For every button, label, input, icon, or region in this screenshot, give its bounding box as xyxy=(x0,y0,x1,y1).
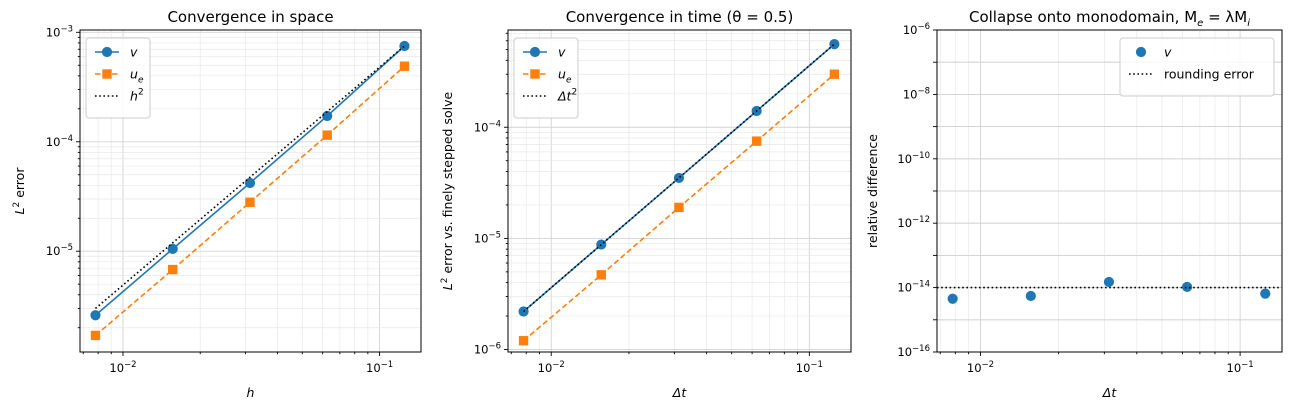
y-tick-label: 10−5 xyxy=(474,230,501,245)
data-point xyxy=(829,69,840,79)
chart-1: 10−2 10−1 10−5 10−4 10−3 Convergence in space… xyxy=(12,8,422,400)
axes-frame xyxy=(79,29,422,353)
y-tick-label: 10−4 xyxy=(474,119,501,134)
data-point xyxy=(90,330,101,341)
legend-label: v xyxy=(130,45,138,60)
series-group xyxy=(937,276,1282,304)
y-tick-label: 10−16 xyxy=(897,344,930,359)
y-axis-label: L2 error vs. finely stepped solve xyxy=(440,91,455,290)
data-point xyxy=(399,61,410,71)
data-point xyxy=(829,39,840,50)
chart-title: Convergence in space xyxy=(167,8,333,26)
chart-2: 10−2 10−1 10−6 10−5 10−4 Convergence in time … xyxy=(440,8,852,400)
data-point xyxy=(1260,288,1271,299)
series-line xyxy=(523,43,835,313)
legend-entry: v xyxy=(523,45,566,60)
legend-box xyxy=(85,37,151,119)
legend-label: rounding error xyxy=(1164,67,1255,82)
legend-marker xyxy=(102,69,112,79)
data-point xyxy=(1103,276,1115,288)
series-group xyxy=(90,40,410,341)
series-line xyxy=(94,45,405,310)
data-point xyxy=(674,202,684,213)
legend-entry: Δt2 xyxy=(523,88,577,104)
legend-entry: ue xyxy=(95,67,144,86)
legend-box xyxy=(513,37,579,119)
y-tick-label: 10−6 xyxy=(474,342,501,357)
series-line xyxy=(94,65,405,337)
series-1 xyxy=(90,40,410,321)
data-point xyxy=(673,172,685,184)
x-tick-label: 10−2 xyxy=(967,360,994,375)
y-tick-label: 10−4 xyxy=(46,134,73,149)
legend-marker xyxy=(101,46,113,58)
y-axis-label: L2 error xyxy=(12,167,27,215)
legend-label: ue xyxy=(130,67,144,86)
data-point xyxy=(90,310,101,321)
legend-marker xyxy=(529,46,541,58)
legend-label: ue xyxy=(558,67,572,86)
ticks xyxy=(504,32,810,356)
x-tick-label: 10−1 xyxy=(796,360,823,375)
legend: v ue h2 xyxy=(85,37,151,119)
x-tick-label: 10−1 xyxy=(1227,360,1254,375)
legend-label: v xyxy=(558,45,566,60)
grid xyxy=(508,30,851,352)
y-tick-label: 10−5 xyxy=(46,243,73,258)
data-point xyxy=(751,136,762,146)
legend-entry: h2 xyxy=(95,88,144,104)
x-axis-label: Δt xyxy=(672,385,688,400)
legend-entry: ue xyxy=(523,67,572,86)
legend-marker xyxy=(530,69,540,79)
data-point xyxy=(167,243,178,254)
x-tick-label: 10−2 xyxy=(109,360,136,375)
data-point xyxy=(947,293,958,304)
legend-label: Δt2 xyxy=(557,88,577,104)
legend-entry: v xyxy=(1135,45,1172,60)
y-axis-label: relative difference xyxy=(865,134,880,248)
ticks xyxy=(76,31,381,356)
legend-label: v xyxy=(1164,45,1172,60)
series-1 xyxy=(947,276,1271,304)
data-point xyxy=(244,177,256,189)
legend-box xyxy=(1119,37,1275,97)
y-tick-label: 10−10 xyxy=(897,151,930,166)
data-point xyxy=(322,110,333,122)
data-point xyxy=(245,197,255,207)
legend-label: h2 xyxy=(130,88,144,104)
axes-frame xyxy=(507,29,852,353)
y-tick-label: 10−12 xyxy=(897,215,930,230)
legend: v rounding error xyxy=(1119,37,1275,97)
legend: v ue Δt2 xyxy=(513,37,579,119)
y-tick-label: 10−3 xyxy=(46,24,73,39)
x-axis-label: h xyxy=(247,385,255,400)
legend-entry: v xyxy=(95,45,138,60)
legend-marker xyxy=(1135,46,1147,58)
series-3 xyxy=(94,45,405,310)
chart-title: Convergence in time (θ = 0.5) xyxy=(566,8,794,26)
x-tick-label: 10−2 xyxy=(538,360,565,375)
y-tick-label: 10−8 xyxy=(903,86,930,101)
data-point xyxy=(322,130,332,140)
series-group xyxy=(518,39,840,346)
series-2 xyxy=(90,61,410,341)
series-2 xyxy=(518,69,840,346)
data-point xyxy=(1182,281,1193,293)
series-3 xyxy=(523,43,835,313)
legend-entry: rounding error xyxy=(1129,67,1255,82)
x-tick-label: 10−1 xyxy=(366,360,393,375)
x-axis-label: Δt xyxy=(1102,385,1118,400)
data-point xyxy=(518,336,529,346)
ticks xyxy=(933,29,1241,356)
y-tick-label: 10−6 xyxy=(903,22,930,37)
data-point xyxy=(399,40,410,52)
y-tick-label: 10−14 xyxy=(897,280,930,295)
chart-title: Collapse onto monodomain, Me = λMi xyxy=(969,8,1250,29)
data-point xyxy=(596,270,606,280)
chart-3: 10−2 10−1 10−16 10−14 10−12 10−10 10−8 10−6 Coll… xyxy=(865,8,1283,400)
data-point xyxy=(168,264,178,275)
data-point xyxy=(1025,290,1036,302)
